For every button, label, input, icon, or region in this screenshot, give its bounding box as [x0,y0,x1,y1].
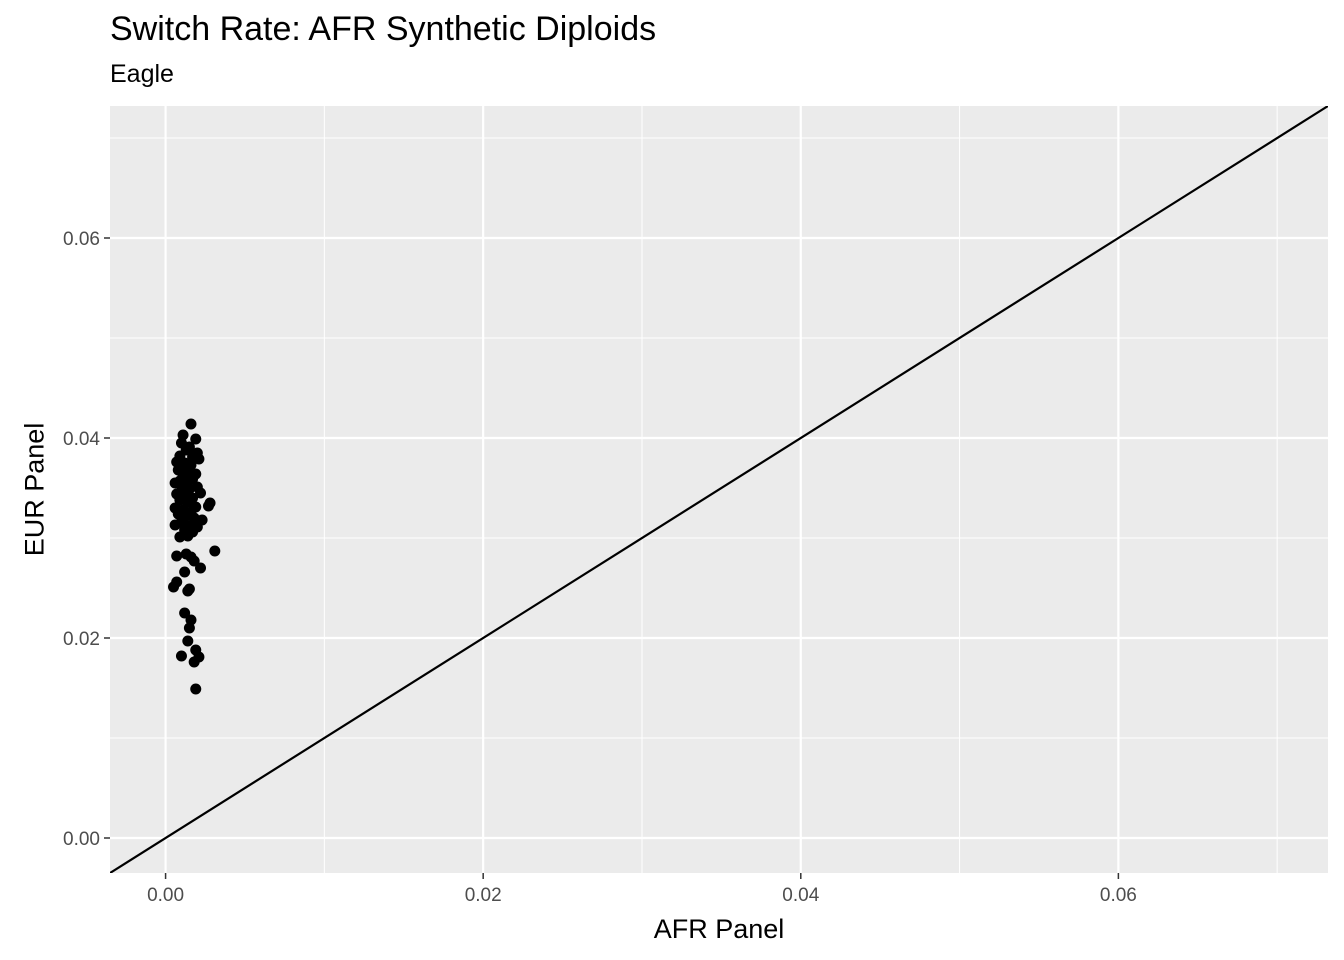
data-point [179,566,191,578]
data-point [171,550,183,562]
y-axis: 0.00 0.02 0.04 0.06 [63,229,110,850]
reference-line-group [110,106,1328,873]
identity-reference-line [110,106,1328,873]
data-point [190,683,202,695]
data-point [183,622,195,634]
data-point [195,487,207,499]
data-point [209,545,221,557]
major-gridlines [110,106,1328,873]
data-point [182,496,194,508]
y-tick-label: 0.04 [63,429,100,450]
x-tick-label: 0.02 [465,885,502,906]
data-point [185,418,197,430]
data-point [202,500,214,512]
data-point [169,519,181,531]
data-point [179,607,191,619]
x-tick-label: 0.00 [147,885,184,906]
y-axis-title: EUR Panel [19,423,49,557]
x-axis-title: AFR Panel [654,914,785,944]
y-tick-label: 0.00 [63,829,100,850]
x-tick-label: 0.04 [782,885,819,906]
data-point [190,433,202,445]
data-point [182,585,194,597]
chart-subtitle: Eagle [110,60,174,88]
y-tick-label: 0.06 [63,229,100,250]
data-point [182,635,194,647]
data-point [175,650,187,662]
data-point [193,453,205,465]
data-points [168,418,221,695]
x-axis: 0.00 0.02 0.04 0.06 [147,873,1137,906]
data-point [174,531,186,543]
x-tick-label: 0.06 [1100,885,1137,906]
minor-gridlines [110,106,1328,873]
chart-title: Switch Rate: AFR Synthetic Diploids [110,10,657,48]
data-point [195,562,207,574]
data-point [168,581,180,593]
data-point [169,477,181,489]
data-point [188,555,200,567]
data-point [188,656,200,668]
y-tick-label: 0.02 [63,629,100,650]
